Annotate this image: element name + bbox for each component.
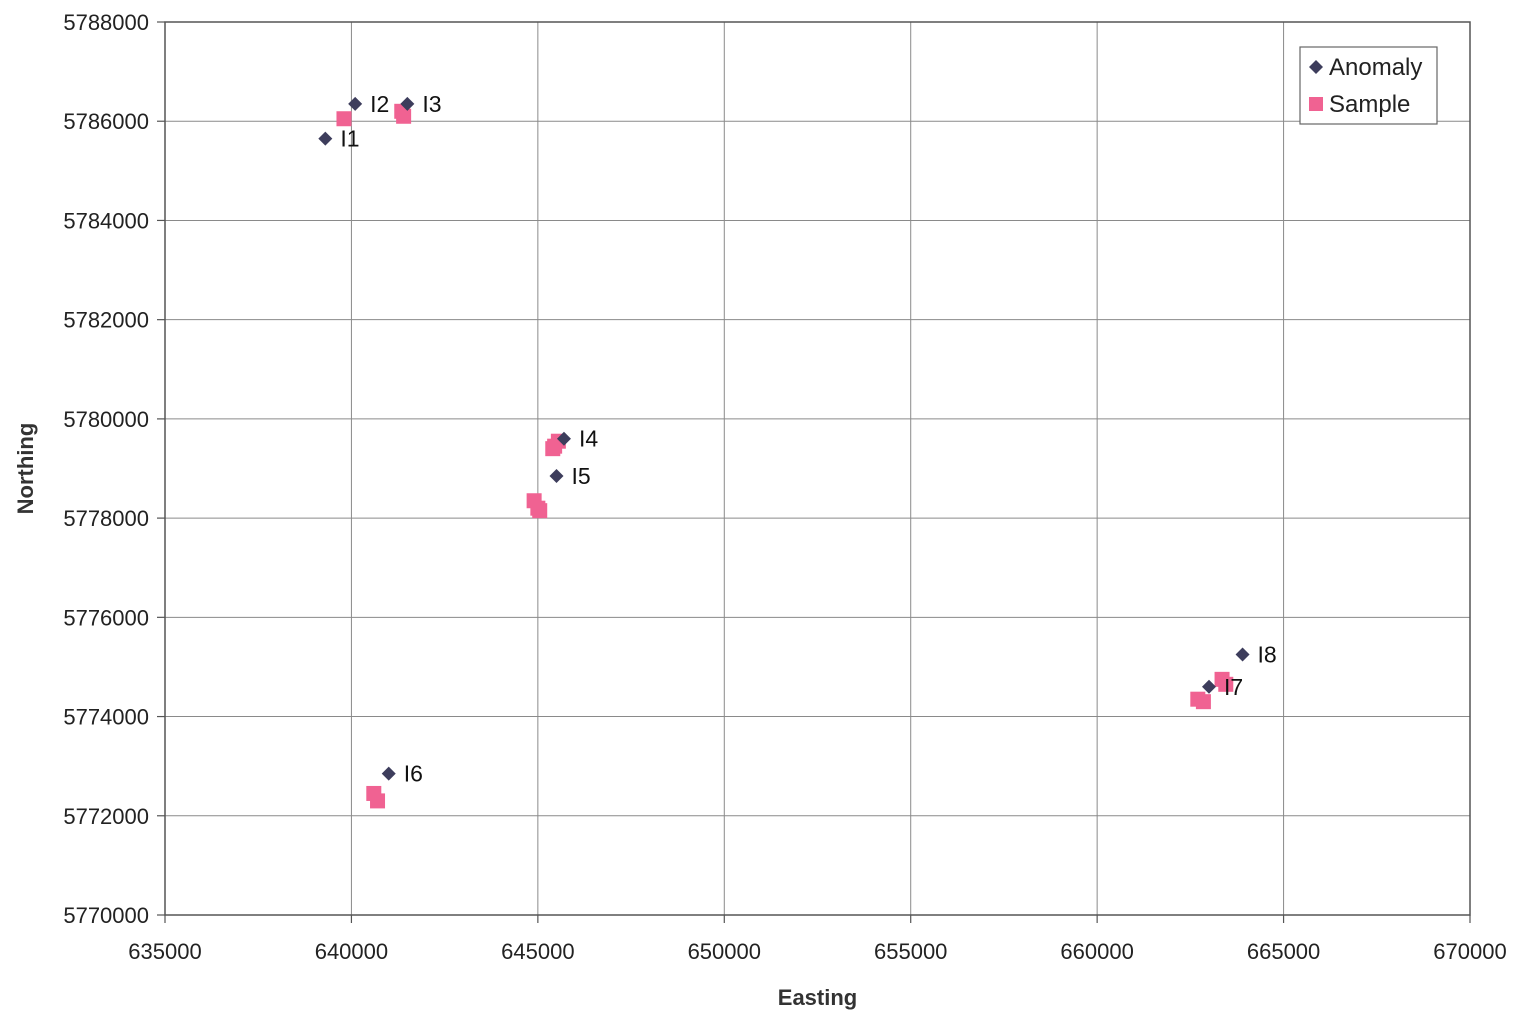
y-tick-label: 5772000 (63, 804, 149, 829)
anomaly-point-label: I3 (422, 91, 441, 117)
x-tick-label: 635000 (128, 939, 201, 964)
y-tick-label: 5784000 (63, 208, 149, 233)
x-tick-label: 640000 (315, 939, 388, 964)
sample-point (545, 441, 561, 457)
y-tick-label: 5786000 (63, 109, 149, 134)
plot-area-border (164, 21, 1471, 916)
anomaly-point (348, 96, 363, 111)
anomaly-point-label: I6 (404, 761, 423, 787)
anomaly-point (549, 468, 564, 483)
x-axis-ticks: 635000 640000 645000 650000 655000 660000 6650… (128, 915, 1507, 964)
anomaly-point-label: I1 (340, 126, 359, 152)
x-axis-title: Easting (778, 985, 857, 1010)
sample-point (532, 503, 548, 519)
anomaly-point-label: I5 (572, 463, 591, 489)
anomaly-point (381, 766, 396, 781)
x-tick-label: 665000 (1247, 939, 1320, 964)
sample-point (1195, 694, 1211, 710)
x-tick-label: 660000 (1060, 939, 1133, 964)
x-tick-label: 650000 (688, 939, 761, 964)
legend-marker-anomaly-icon (1309, 60, 1323, 74)
anomaly-point (1202, 679, 1216, 694)
sample-point (396, 108, 412, 124)
sample-point (1218, 676, 1234, 692)
legend-box (1299, 46, 1438, 125)
y-tick-label: 5776000 (63, 605, 149, 630)
y-tick-label: 5774000 (63, 705, 149, 730)
anomaly-point-label: I8 (1258, 642, 1277, 668)
anomaly-point (556, 431, 571, 446)
anomaly-point-label: I4 (579, 426, 598, 452)
legend-entry-anomaly: Anomaly (1329, 54, 1422, 81)
anomaly-point-label: I7 (1224, 674, 1243, 700)
x-tick-label: 670000 (1433, 939, 1506, 964)
anomaly-point (318, 131, 333, 146)
y-axis-ticks: 5770000 5772000 5774000 5776000 5778000 57800… (63, 10, 165, 928)
legend: Anomaly Sample (1299, 46, 1438, 125)
y-tick-label: 5770000 (63, 903, 149, 928)
sample-point (336, 111, 352, 127)
y-tick-label: 5788000 (63, 10, 149, 35)
sample-point (370, 793, 386, 809)
anomaly-point-label: I2 (370, 91, 389, 117)
anomaly-point (1235, 647, 1250, 662)
y-axis-title: Northing (13, 423, 38, 515)
y-tick-label: 5782000 (63, 308, 149, 333)
legend-marker-sample-icon (1309, 97, 1323, 111)
y-tick-label: 5778000 (63, 506, 149, 531)
grid-lines (164, 21, 1471, 916)
legend-entry-sample: Sample (1329, 91, 1410, 118)
anomaly-point (400, 96, 415, 111)
x-tick-label: 655000 (874, 939, 947, 964)
y-tick-label: 5780000 (63, 407, 149, 432)
data-points: I1 I2 I3 I4 I5 I6 I7 I8 (318, 91, 1277, 809)
x-tick-label: 645000 (501, 939, 574, 964)
